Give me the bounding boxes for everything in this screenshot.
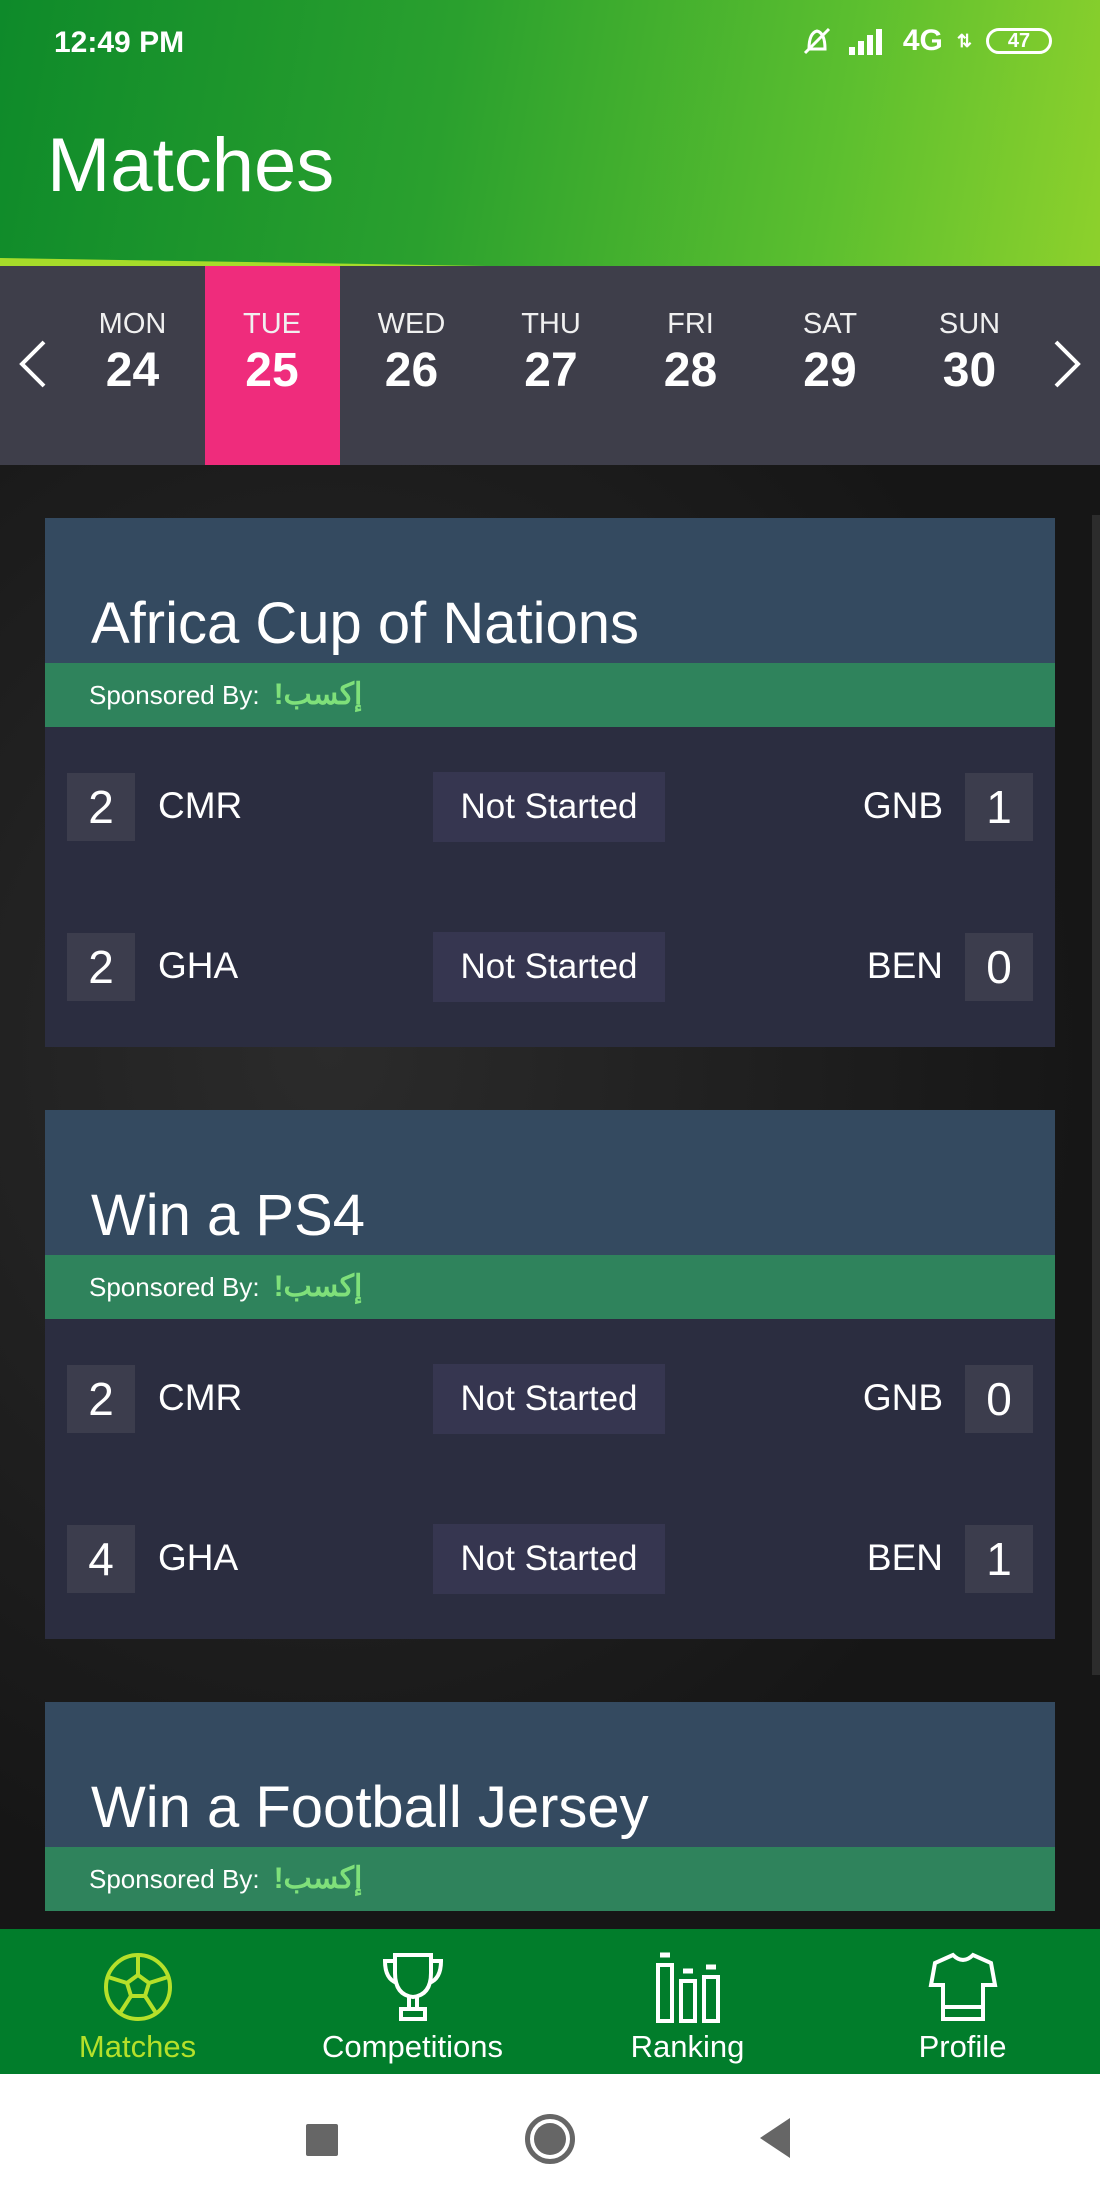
day-date: 28 (663, 344, 718, 397)
day-date: 30 (942, 344, 997, 397)
home-team: CMR (158, 1377, 243, 1418)
sponsor-bar: Sponsored By: إكسب! (45, 1847, 1055, 1911)
away-team: GNB (862, 1377, 943, 1418)
day-date: 27 (524, 344, 578, 397)
bottom-nav: Matches Competitions Ranking Profile (0, 1929, 1100, 2074)
chevron-left-icon[interactable] (12, 334, 52, 394)
clock: 12:49 PM (54, 26, 185, 59)
sponsor-label: Sponsored By: (89, 680, 260, 710)
jersey-icon (825, 1929, 1100, 2021)
chevron-right-icon[interactable] (1048, 334, 1088, 394)
battery-icon: 47 (986, 28, 1052, 54)
home-button[interactable] (525, 2114, 575, 2164)
day-date: 24 (105, 344, 160, 397)
soccer-ball-icon (0, 1929, 275, 2021)
sponsor-bar: Sponsored By: إكسب! (45, 663, 1055, 727)
sponsor-label: Sponsored By: (89, 1864, 260, 1894)
data-arrows-icon: ⇅ (956, 30, 972, 51)
nav-label: Competitions (322, 2029, 503, 2064)
home-team: CMR (158, 785, 243, 826)
nav-label: Ranking (630, 2029, 745, 2064)
home-team: GHA (158, 945, 239, 986)
day-name: MON (98, 308, 167, 340)
day-fri[interactable]: FRI 28 (623, 266, 758, 465)
competition-title: Africa Cup of Nations (91, 591, 640, 656)
sponsor-label: Sponsored By: (89, 1272, 260, 1302)
day-name: FRI (667, 308, 714, 340)
day-name: THU (521, 308, 581, 340)
day-name: SAT (802, 308, 858, 340)
match-row[interactable]: 2 GHA Not Started BEN 0 (45, 887, 1055, 1047)
day-selector: MON 24 TUE 25 WED 26 THU 27 FRI 28 SAT 29 SUN 30 (0, 266, 1100, 465)
trophy-icon (275, 1929, 550, 2021)
nav-label: Profile (918, 2029, 1007, 2064)
competition-title: Win a Football Jersey (91, 1775, 649, 1840)
nav-competitions[interactable]: Competitions (275, 1929, 550, 2074)
away-score: 0 (965, 1365, 1033, 1433)
day-sun[interactable]: SUN 30 (902, 266, 1037, 465)
day-wed[interactable]: WED 26 (344, 266, 479, 465)
match-status: Not Started (433, 1364, 665, 1434)
day-name: SUN (938, 308, 1001, 340)
day-name: WED (377, 308, 446, 340)
competition-header: Africa Cup of Nations (45, 518, 1055, 663)
sponsor-logo: إكسب! (273, 1862, 363, 1895)
competition-card[interactable]: Africa Cup of Nations Sponsored By: إكسب!… (45, 518, 1055, 1047)
day-date: 29 (803, 344, 857, 397)
match-status: Not Started (433, 1524, 665, 1594)
day-date: 25 (245, 344, 299, 397)
day-mon[interactable]: MON 24 (65, 266, 200, 465)
nav-profile[interactable]: Profile (825, 1929, 1100, 2074)
ranking-bars-icon (550, 1929, 825, 2023)
header: 12:49 PM 4G ⇅ 47 Matches (0, 0, 1100, 300)
away-score: 0 (965, 933, 1033, 1001)
back-button[interactable] (758, 2118, 792, 2158)
home-score: 2 (67, 1365, 135, 1433)
system-nav-bar (0, 2074, 1100, 2200)
match-status: Not Started (433, 932, 665, 1002)
sponsor-logo: إكسب! (273, 1270, 363, 1303)
match-row[interactable]: 2 CMR Not Started GNB 1 (45, 727, 1055, 887)
competition-header: Win a PS4 (45, 1110, 1055, 1255)
day-name: TUE (243, 308, 301, 340)
competition-card[interactable]: Win a Football Jersey Sponsored By: إكسب! (45, 1702, 1055, 1911)
match-row[interactable]: 4 GHA Not Started BEN 1 (45, 1479, 1055, 1639)
network-type: 4G (902, 24, 943, 57)
nav-label: Matches (78, 2029, 197, 2064)
home-score: 2 (67, 773, 135, 841)
recents-button[interactable] (306, 2124, 338, 2156)
away-score: 1 (965, 1525, 1033, 1593)
status-bar: 12:49 PM 4G ⇅ 47 (0, 22, 1100, 62)
away-team: BEN (866, 945, 943, 986)
home-score: 2 (67, 933, 135, 1001)
competition-title: Win a PS4 (91, 1183, 365, 1248)
away-score: 1 (965, 773, 1033, 841)
competition-card[interactable]: Win a PS4 Sponsored By: إكسب! 2 CMR Not S… (45, 1110, 1055, 1639)
nav-matches[interactable]: Matches (0, 1929, 275, 2074)
sponsor-bar: Sponsored By: إكسب! (45, 1255, 1055, 1319)
day-date: 26 (384, 344, 439, 397)
day-sat[interactable]: SAT 29 (763, 266, 898, 465)
competition-header: Win a Football Jersey (45, 1702, 1055, 1847)
match-list: Africa Cup of Nations Sponsored By: إكسب!… (0, 465, 1100, 1930)
away-team: BEN (866, 1537, 943, 1578)
match-status: Not Started (433, 772, 665, 842)
home-score: 4 (67, 1525, 135, 1593)
match-row[interactable]: 2 CMR Not Started GNB 0 (45, 1319, 1055, 1479)
home-team: GHA (158, 1537, 239, 1578)
away-team: GNB (862, 785, 943, 826)
signal-icon (848, 29, 882, 55)
day-thu[interactable]: THU 27 (484, 266, 619, 465)
day-tue[interactable]: TUE 25 (204, 266, 340, 465)
scrollbar[interactable] (1092, 515, 1100, 1675)
page-title: Matches (47, 123, 335, 208)
bell-off-icon (803, 27, 830, 55)
nav-ranking[interactable]: Ranking (550, 1929, 825, 2074)
sponsor-logo: إكسب! (273, 678, 363, 711)
